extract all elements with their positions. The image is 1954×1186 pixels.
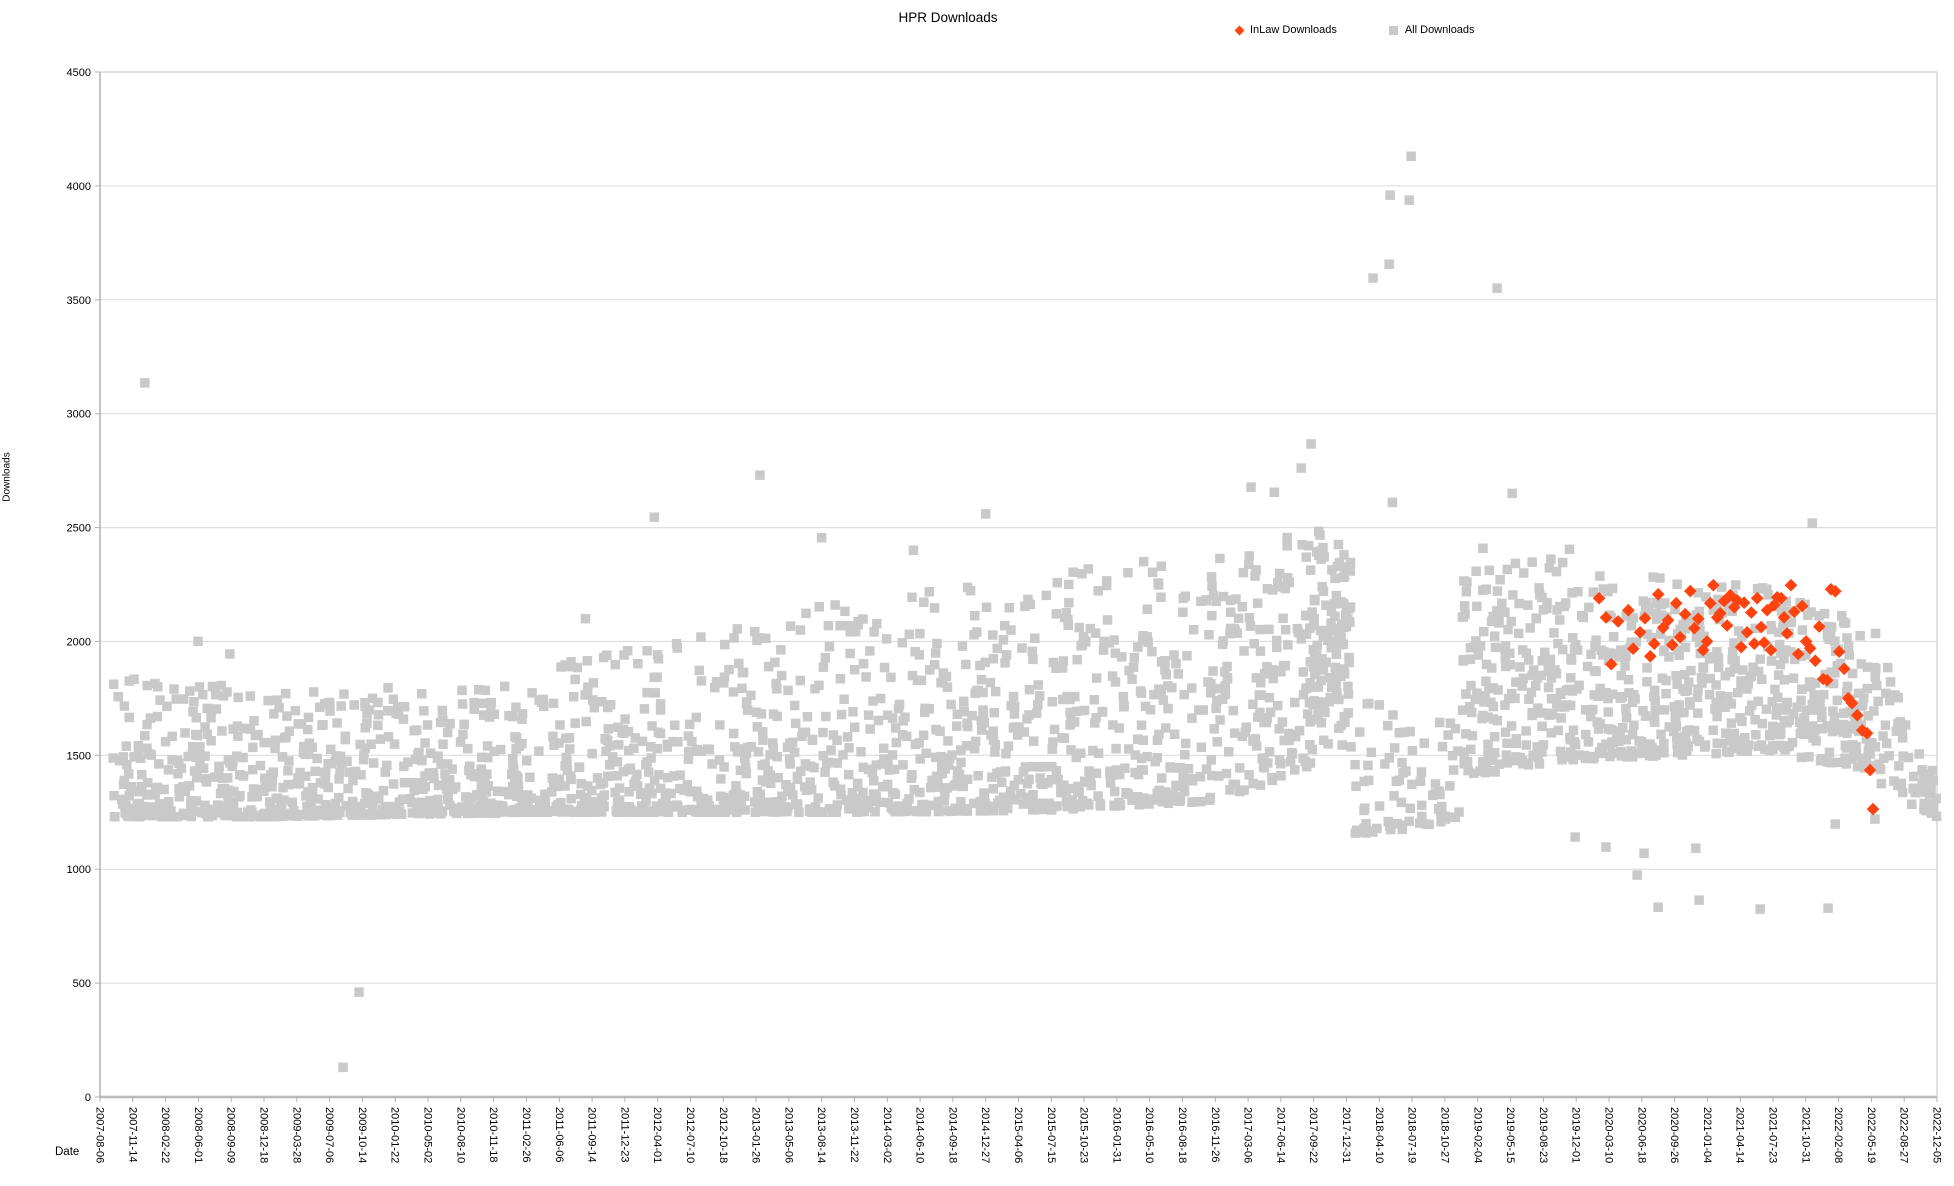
svg-text:2020-09-26: 2020-09-26 (1668, 1107, 1680, 1163)
svg-text:2016-08-18: 2016-08-18 (1176, 1107, 1188, 1163)
gridlines (100, 71, 1937, 1099)
svg-text:2022-08-27: 2022-08-27 (1898, 1107, 1910, 1163)
svg-text:2021-10-31: 2021-10-31 (1799, 1107, 1811, 1163)
svg-text:2010-08-10: 2010-08-10 (454, 1107, 466, 1163)
legend-label-inlaw: InLaw Downloads (1250, 24, 1337, 36)
svg-text:2019-12-01: 2019-12-01 (1570, 1107, 1582, 1163)
svg-text:2014-09-18: 2014-09-18 (946, 1107, 958, 1163)
svg-text:2016-11-26: 2016-11-26 (1209, 1107, 1221, 1162)
svg-text:2009-03-28: 2009-03-28 (290, 1107, 302, 1163)
svg-text:4000: 4000 (67, 181, 91, 193)
svg-text:2012-10-18: 2012-10-18 (717, 1107, 729, 1163)
svg-text:2021-01-04: 2021-01-04 (1701, 1107, 1713, 1163)
svg-text:2019-02-04: 2019-02-04 (1471, 1107, 1483, 1163)
inlaw-diamond-icon (1234, 25, 1245, 35)
svg-text:2021-04-14: 2021-04-14 (1734, 1107, 1746, 1163)
svg-text:2017-12-31: 2017-12-31 (1340, 1107, 1352, 1163)
svg-text:2021-07-23: 2021-07-23 (1767, 1107, 1779, 1163)
axes (95, 71, 1938, 1102)
x-tick-labels: 2007-08-06 2007-11-14 2008-02-22 2008-06-01… (94, 1107, 1943, 1163)
svg-text:2014-06-10: 2014-06-10 (914, 1107, 926, 1163)
svg-text:2019-08-23: 2019-08-23 (1537, 1107, 1549, 1163)
svg-text:2013-08-14: 2013-08-14 (815, 1107, 827, 1163)
svg-text:0: 0 (85, 1092, 91, 1104)
svg-text:2016-05-10: 2016-05-10 (1143, 1107, 1155, 1163)
svg-text:2010-05-02: 2010-05-02 (422, 1107, 434, 1163)
svg-text:500: 500 (73, 978, 91, 990)
svg-text:2017-09-22: 2017-09-22 (1307, 1107, 1319, 1163)
svg-text:2013-01-26: 2013-01-26 (750, 1107, 762, 1163)
svg-text:2017-06-14: 2017-06-14 (1274, 1107, 1286, 1163)
svg-text:2013-05-06: 2013-05-06 (782, 1107, 794, 1163)
svg-text:2013-11-22: 2013-11-22 (848, 1107, 860, 1162)
x-axis-title: Date (55, 1146, 80, 1158)
svg-text:2018-07-19: 2018-07-19 (1406, 1107, 1418, 1163)
svg-text:2008-12-18: 2008-12-18 (258, 1107, 270, 1163)
svg-text:2022-12-05: 2022-12-05 (1931, 1107, 1943, 1163)
data-points (108, 151, 1942, 1073)
svg-text:2015-07-15: 2015-07-15 (1045, 1107, 1057, 1163)
legend-item-inlaw: InLaw Downloads (1234, 24, 1337, 36)
svg-text:3000: 3000 (67, 409, 91, 421)
svg-text:2500: 2500 (67, 523, 91, 535)
svg-text:2009-10-14: 2009-10-14 (356, 1107, 368, 1163)
svg-text:2010-11-18: 2010-11-18 (487, 1107, 499, 1162)
y-tick-labels: 0 500 1000 1500 2000 2500 3000 3500 4000 4500 (67, 67, 91, 1104)
svg-text:2011-09-14: 2011-09-14 (586, 1107, 598, 1162)
y-axis-title: Downloads (1, 452, 13, 502)
svg-text:2019-05-15: 2019-05-15 (1504, 1107, 1516, 1163)
chart-title: HPR Downloads (898, 10, 998, 25)
svg-text:2018-10-27: 2018-10-27 (1438, 1107, 1450, 1163)
svg-text:2015-04-06: 2015-04-06 (1012, 1107, 1024, 1163)
all-square-icon (1388, 25, 1398, 35)
svg-text:2015-10-23: 2015-10-23 (1078, 1107, 1090, 1163)
svg-text:2022-05-19: 2022-05-19 (1865, 1107, 1877, 1163)
svg-text:2008-02-22: 2008-02-22 (159, 1107, 171, 1163)
svg-text:2010-01-22: 2010-01-22 (389, 1107, 401, 1163)
svg-text:1500: 1500 (67, 750, 91, 762)
svg-text:2014-03-02: 2014-03-02 (881, 1107, 893, 1163)
svg-text:4500: 4500 (67, 67, 91, 79)
svg-text:2007-11-14: 2007-11-14 (126, 1107, 138, 1162)
svg-text:2011-12-23: 2011-12-23 (618, 1107, 630, 1162)
svg-text:2011-02-26: 2011-02-26 (520, 1107, 532, 1162)
svg-text:2008-06-01: 2008-06-01 (192, 1107, 204, 1163)
legend: InLaw Downloads All Downloads (1234, 24, 1475, 36)
svg-text:1000: 1000 (67, 864, 91, 876)
svg-text:2020-03-10: 2020-03-10 (1603, 1107, 1615, 1163)
svg-text:2022-02-08: 2022-02-08 (1832, 1107, 1844, 1163)
svg-text:2020-06-18: 2020-06-18 (1635, 1107, 1647, 1163)
svg-text:2016-01-31: 2016-01-31 (1110, 1107, 1122, 1163)
svg-text:2011-06-06: 2011-06-06 (553, 1107, 565, 1162)
svg-text:2012-07-10: 2012-07-10 (684, 1107, 696, 1163)
svg-text:2018-04-10: 2018-04-10 (1373, 1107, 1385, 1163)
svg-text:3500: 3500 (67, 295, 91, 307)
svg-text:2012-04-01: 2012-04-01 (651, 1107, 663, 1163)
legend-label-all: All Downloads (1404, 24, 1475, 36)
svg-text:2000: 2000 (67, 636, 91, 648)
svg-text:2017-03-06: 2017-03-06 (1242, 1107, 1254, 1163)
svg-text:2014-12-27: 2014-12-27 (979, 1107, 991, 1163)
svg-text:2009-07-06: 2009-07-06 (323, 1107, 335, 1163)
svg-text:2008-09-09: 2008-09-09 (225, 1107, 237, 1163)
legend-item-all: All Downloads (1388, 24, 1475, 36)
svg-text:2007-08-06: 2007-08-06 (94, 1107, 106, 1163)
